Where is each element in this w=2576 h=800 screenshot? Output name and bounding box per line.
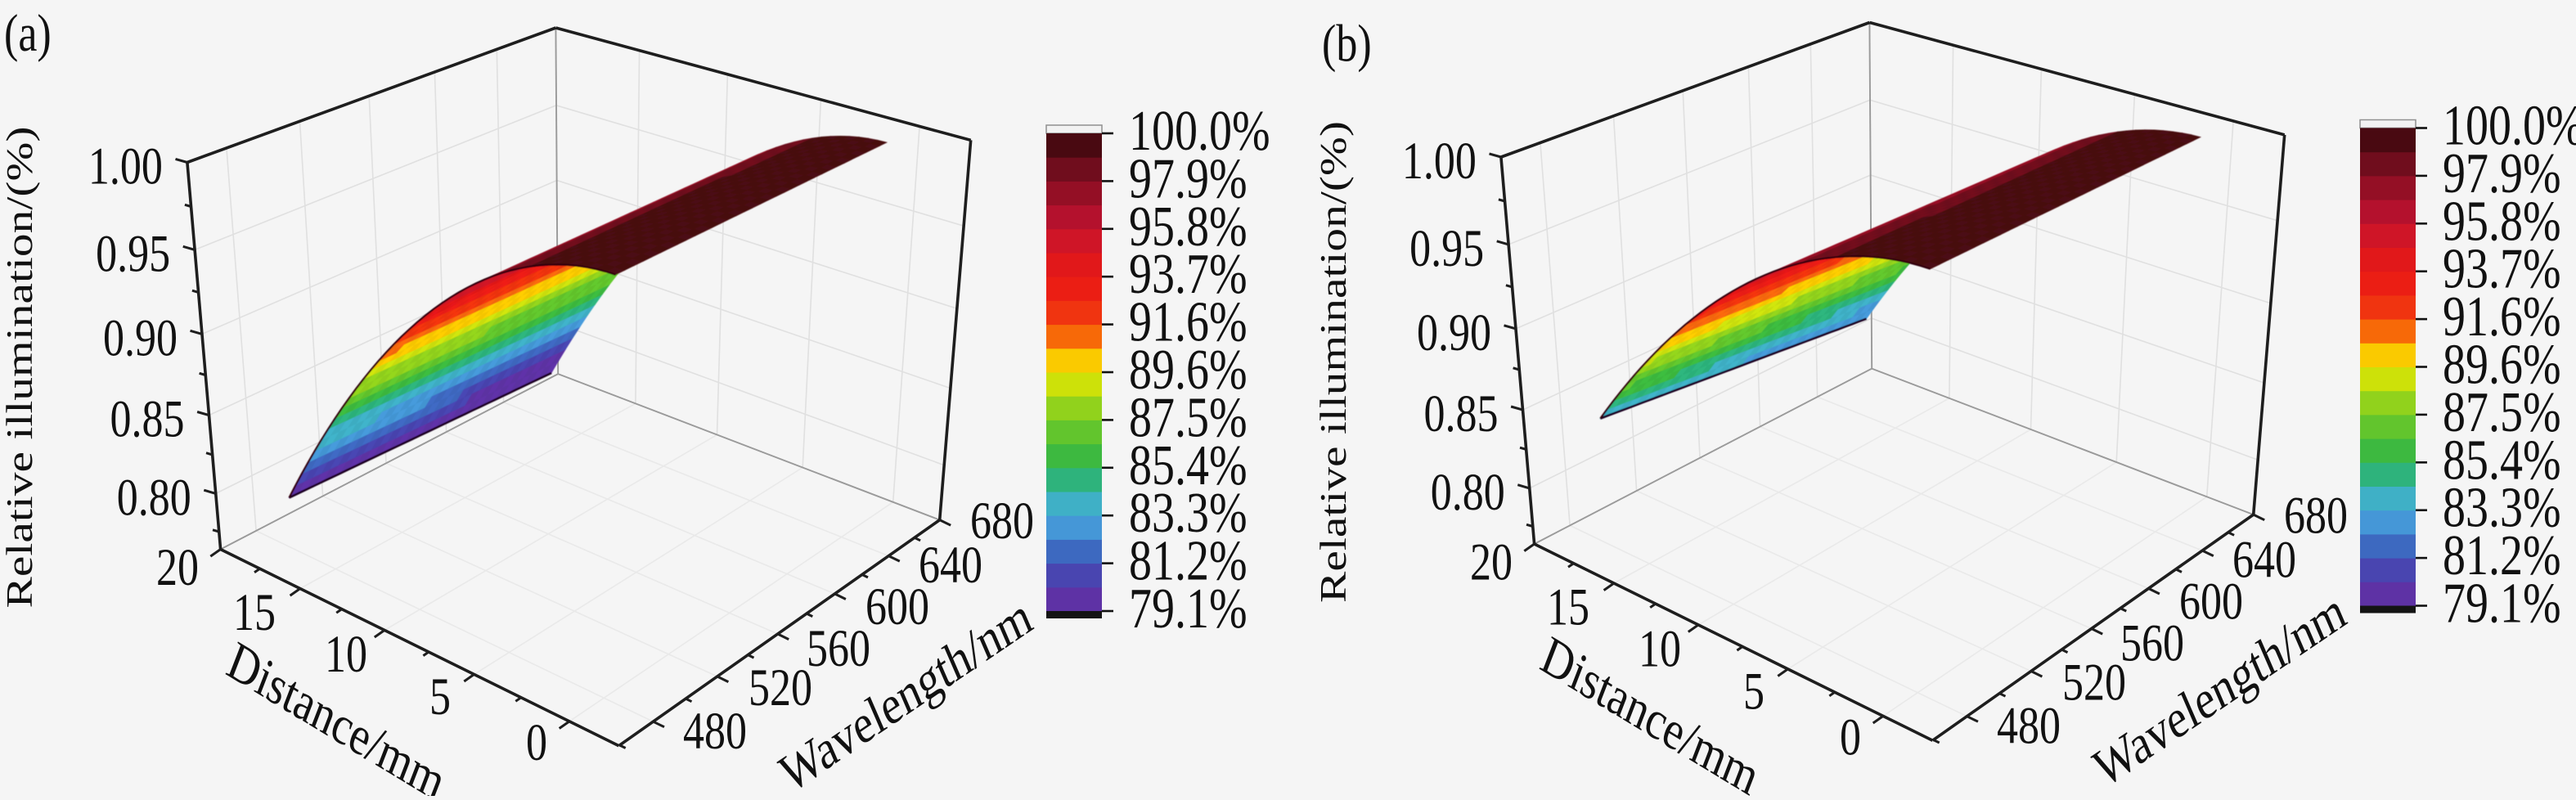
svg-text:20: 20 <box>156 538 199 597</box>
svg-text:0.80: 0.80 <box>117 468 191 527</box>
svg-text:640: 640 <box>2232 530 2296 589</box>
svg-text:0: 0 <box>1840 708 1861 766</box>
svg-text:89.6%: 89.6% <box>1129 338 1248 401</box>
svg-text:81.2%: 81.2% <box>2443 524 2561 587</box>
svg-text:640: 640 <box>919 536 982 595</box>
svg-text:100.0%: 100.0% <box>1129 99 1270 162</box>
svg-text:91.6%: 91.6% <box>1129 290 1248 353</box>
svg-text:0.90: 0.90 <box>103 308 178 367</box>
svg-text:600: 600 <box>865 578 929 636</box>
svg-text:520: 520 <box>749 658 812 717</box>
svg-text:100.0%: 100.0% <box>2443 94 2576 157</box>
svg-text:1.00: 1.00 <box>1402 132 1477 191</box>
svg-text:83.3%: 83.3% <box>2443 476 2561 539</box>
svg-text:20: 20 <box>1470 533 1513 591</box>
svg-text:(a): (a) <box>4 4 52 63</box>
svg-text:0.90: 0.90 <box>1417 303 1491 362</box>
svg-text:1.00: 1.00 <box>88 137 163 196</box>
svg-text:87.5%: 87.5% <box>2443 380 2561 443</box>
svg-text:93.7%: 93.7% <box>2443 237 2561 300</box>
svg-text:520: 520 <box>2062 653 2126 712</box>
svg-text:Relative illumination/(%): Relative illumination/(%) <box>0 127 41 609</box>
svg-text:97.9%: 97.9% <box>2443 142 2561 204</box>
svg-text:10: 10 <box>1639 619 1681 678</box>
svg-text:89.6%: 89.6% <box>2443 333 2561 396</box>
svg-text:680: 680 <box>2284 486 2348 545</box>
svg-text:560: 560 <box>807 619 870 678</box>
svg-text:0.85: 0.85 <box>1423 384 1498 443</box>
svg-text:560: 560 <box>2120 613 2184 672</box>
svg-text:83.3%: 83.3% <box>1129 481 1248 544</box>
svg-text:600: 600 <box>2179 572 2243 631</box>
svg-text:10: 10 <box>325 625 367 684</box>
svg-text:95.8%: 95.8% <box>2443 189 2561 252</box>
svg-text:97.9%: 97.9% <box>1129 147 1248 210</box>
svg-text:0: 0 <box>526 713 547 772</box>
svg-text:93.7%: 93.7% <box>1129 242 1248 305</box>
svg-text:480: 480 <box>1997 696 2061 755</box>
svg-text:79.1%: 79.1% <box>2443 572 2561 635</box>
svg-text:0.95: 0.95 <box>1409 218 1484 277</box>
svg-text:95.8%: 95.8% <box>1129 195 1248 258</box>
svg-text:480: 480 <box>683 702 747 761</box>
svg-text:(b): (b) <box>1322 14 1372 73</box>
svg-text:0.85: 0.85 <box>110 389 184 448</box>
svg-text:5: 5 <box>1743 662 1765 721</box>
svg-text:15: 15 <box>233 583 276 642</box>
svg-text:85.4%: 85.4% <box>1129 434 1248 497</box>
svg-text:79.1%: 79.1% <box>1129 577 1248 640</box>
svg-text:87.5%: 87.5% <box>1129 386 1248 449</box>
svg-text:0.95: 0.95 <box>96 224 170 283</box>
svg-text:85.4%: 85.4% <box>2443 428 2561 491</box>
svg-text:91.6%: 91.6% <box>2443 285 2561 348</box>
svg-text:5: 5 <box>429 667 451 726</box>
svg-text:81.2%: 81.2% <box>1129 529 1248 592</box>
svg-text:Relative illumination/(%): Relative illumination/(%) <box>1313 121 1354 603</box>
svg-text:0.80: 0.80 <box>1431 462 1505 521</box>
svg-text:680: 680 <box>970 492 1034 551</box>
svg-text:15: 15 <box>1547 578 1589 636</box>
